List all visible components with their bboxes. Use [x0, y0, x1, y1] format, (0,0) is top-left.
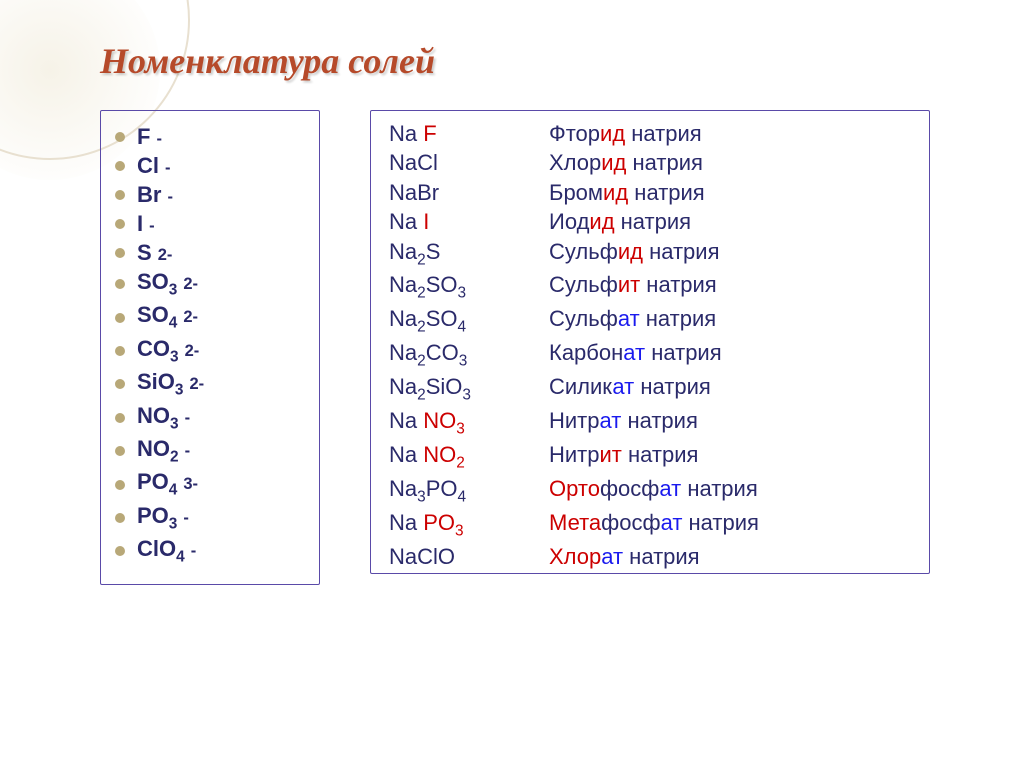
anion-formula: F-	[137, 124, 162, 150]
bullet-icon	[115, 346, 125, 356]
salt-formula: Na3PO4	[389, 476, 549, 506]
salt-row: Na3PO4Ортофосфат натрия	[389, 476, 911, 506]
anion-list-box: F- Cl- Br- I- S2- SO32-SO42- CO32-SiO32- NO3-NO…	[100, 110, 320, 585]
salt-formula: Na2SO3	[389, 272, 549, 302]
anion-formula: NO2-	[137, 436, 190, 466]
anion-item: SO42-	[115, 302, 301, 332]
anion-item: CO32-	[115, 336, 301, 366]
salt-name: Карбонат натрия	[549, 340, 722, 366]
anion-item: PO43-	[115, 469, 301, 499]
salt-row: Na2CO3Карбонат натрия	[389, 340, 911, 370]
bullet-icon	[115, 219, 125, 229]
bullet-icon	[115, 248, 125, 258]
anion-item: SiO32-	[115, 369, 301, 399]
salt-row: Na PO3Метафосфат натрия	[389, 510, 911, 540]
salt-formula: NaCl	[389, 150, 549, 176]
salt-formula: NaBr	[389, 180, 549, 206]
anion-formula: Br-	[137, 182, 173, 208]
salt-row: NaClХлорид натрия	[389, 150, 911, 176]
bullet-icon	[115, 379, 125, 389]
anion-formula: NO3-	[137, 403, 190, 433]
salt-row: Na2SiO3Силикат натрия	[389, 374, 911, 404]
anion-item: NO3-	[115, 403, 301, 433]
anion-item: PO3-	[115, 503, 301, 533]
anion-formula: I-	[137, 211, 155, 237]
anion-formula: CO32-	[137, 336, 199, 366]
salt-name: Бромид натрия	[549, 180, 705, 206]
salt-name: Метафосфат натрия	[549, 510, 759, 536]
slide-content: Номенклатура солей F- Cl- Br- I- S2- SO32-SO4…	[0, 0, 1024, 768]
anion-formula: ClO4-	[137, 536, 196, 566]
salt-name: Иодид натрия	[549, 209, 691, 235]
salt-formula: Na NO2	[389, 442, 549, 472]
salt-row: Na IИодид натрия	[389, 209, 911, 235]
bullet-icon	[115, 513, 125, 523]
salt-list-box: Na FФторид натрияNaClХлорид натрияNaBrБр…	[370, 110, 930, 574]
salt-name: Хлорат натрия	[549, 544, 700, 570]
anion-formula: S2-	[137, 240, 172, 266]
salt-row: Na2SO4Сульфат натрия	[389, 306, 911, 336]
salt-row: Na FФторид натрия	[389, 121, 911, 147]
bullet-icon	[115, 313, 125, 323]
bullet-icon	[115, 279, 125, 289]
salt-formula: Na2SO4	[389, 306, 549, 336]
salt-formula: Na2CO3	[389, 340, 549, 370]
anion-item: Cl-	[115, 153, 301, 179]
salt-formula: Na I	[389, 209, 549, 235]
salt-row: Na2SO3Сульфит натрия	[389, 272, 911, 302]
salt-row: NaBrБромид натрия	[389, 180, 911, 206]
salt-formula: Na2S	[389, 239, 549, 269]
salt-formula: Na F	[389, 121, 549, 147]
salt-name: Сульфит натрия	[549, 272, 717, 298]
bullet-icon	[115, 446, 125, 456]
anion-formula: PO3-	[137, 503, 189, 533]
salt-row: Na NO2Нитрит натрия	[389, 442, 911, 472]
anion-formula: SO32-	[137, 269, 198, 299]
salt-formula: NaClO	[389, 544, 549, 570]
salt-formula: Na2SiO3	[389, 374, 549, 404]
salt-name: Фторид натрия	[549, 121, 702, 147]
salt-name: Сульфат натрия	[549, 306, 716, 332]
salt-name: Нитрат натрия	[549, 408, 698, 434]
salt-formula: Na PO3	[389, 510, 549, 540]
salt-name: Сульфид натрия	[549, 239, 719, 265]
anion-item: S2-	[115, 240, 301, 266]
anion-item: SO32-	[115, 269, 301, 299]
salt-row: Na NO3Нитрат натрия	[389, 408, 911, 438]
anion-item: ClO4-	[115, 536, 301, 566]
anion-formula: SO42-	[137, 302, 198, 332]
salt-name: Хлорид натрия	[549, 150, 703, 176]
salt-name: Ортофосфат натрия	[549, 476, 758, 502]
bullet-icon	[115, 480, 125, 490]
bullet-icon	[115, 132, 125, 142]
anion-item: F-	[115, 124, 301, 150]
salt-formula: Na NO3	[389, 408, 549, 438]
anion-formula: SiO32-	[137, 369, 204, 399]
salt-name: Силикат натрия	[549, 374, 711, 400]
bullet-icon	[115, 413, 125, 423]
salt-list: Na FФторид натрияNaClХлорид натрияNaBrБр…	[389, 121, 911, 570]
anion-list: F- Cl- Br- I- S2- SO32-SO42- CO32-SiO32- NO3-NO…	[115, 124, 301, 567]
bullet-icon	[115, 161, 125, 171]
salt-row: NaClOХлорат натрия	[389, 544, 911, 570]
salt-name: Нитрит натрия	[549, 442, 698, 468]
slide-title: Номенклатура солей	[100, 40, 964, 82]
anion-item: Br-	[115, 182, 301, 208]
anion-item: NO2-	[115, 436, 301, 466]
anion-formula: PO43-	[137, 469, 198, 499]
anion-formula: Cl-	[137, 153, 171, 179]
columns: F- Cl- Br- I- S2- SO32-SO42- CO32-SiO32- NO3-NO…	[100, 110, 964, 585]
anion-item: I-	[115, 211, 301, 237]
bullet-icon	[115, 190, 125, 200]
salt-row: Na2SСульфид натрия	[389, 239, 911, 269]
bullet-icon	[115, 546, 125, 556]
